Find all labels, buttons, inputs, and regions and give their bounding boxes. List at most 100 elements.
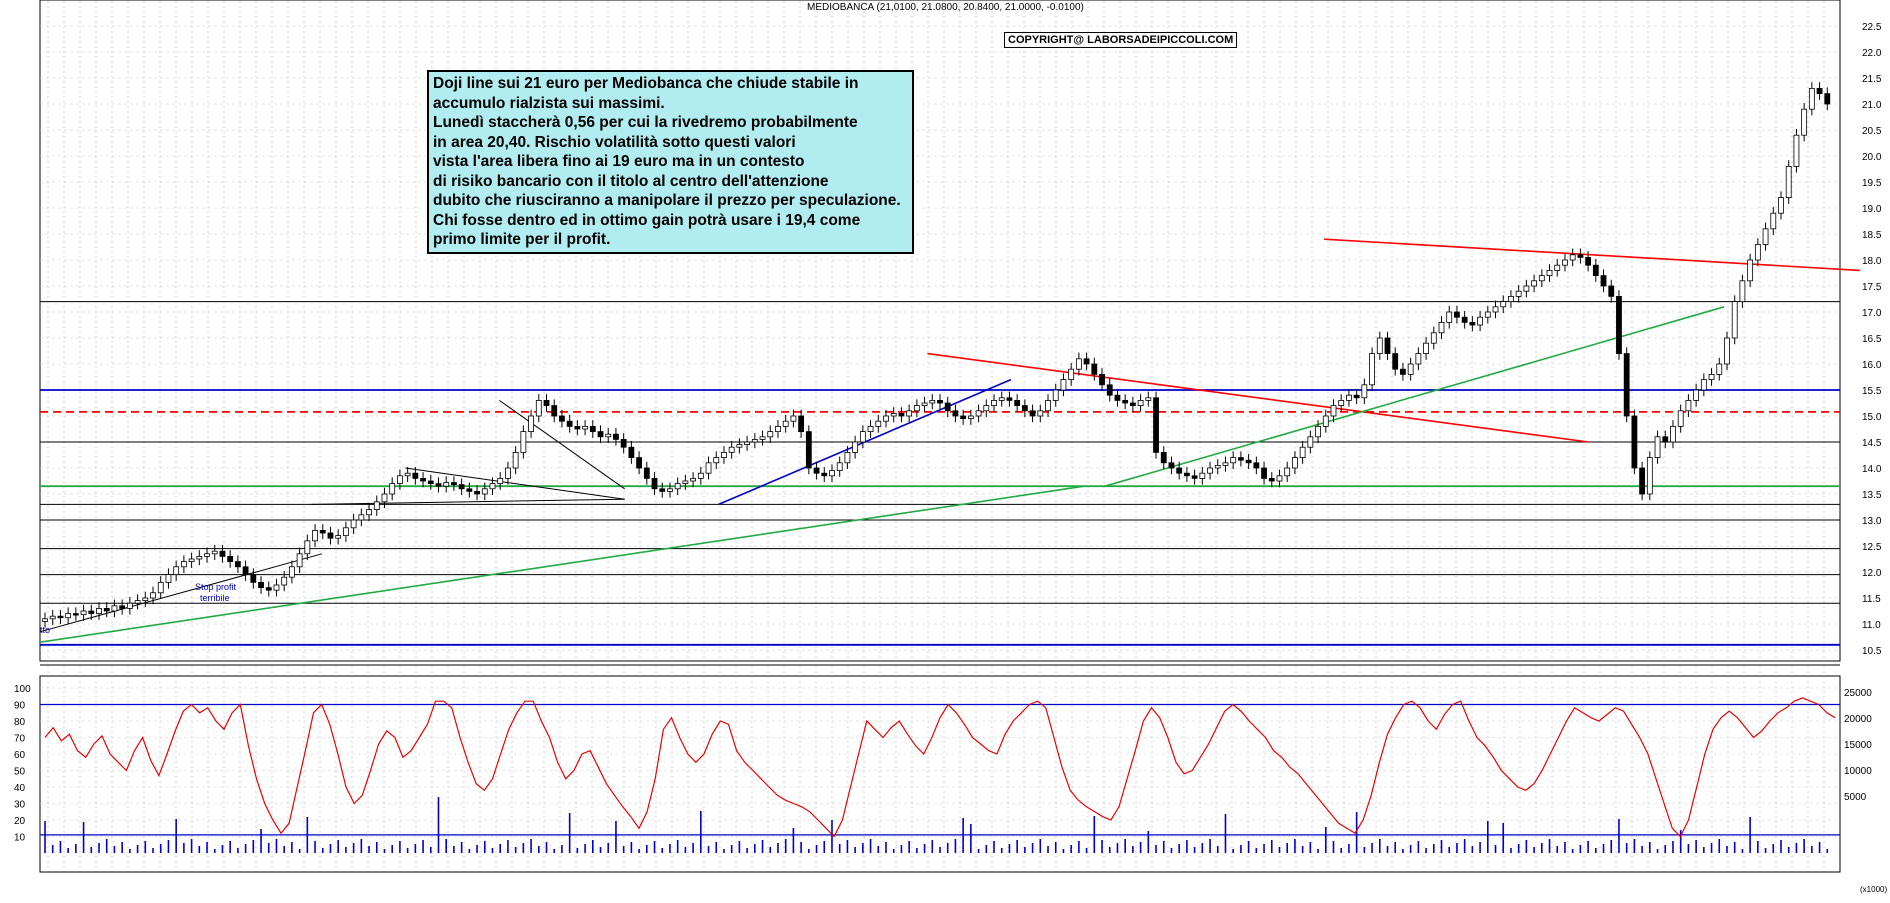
candle-body [489, 483, 496, 490]
candle-body [42, 618, 48, 622]
candle-body [1469, 321, 1476, 326]
candle-body [451, 482, 457, 486]
candle-body [967, 415, 974, 419]
candle-body [1176, 467, 1183, 474]
osc-tick-label: 70 [14, 734, 26, 745]
grid [39, 0, 1841, 873]
candle-body [204, 553, 210, 557]
candle-body [1407, 363, 1414, 375]
price-tick-label: 18.0 [1862, 256, 1882, 267]
trendline [405, 467, 625, 500]
candle-body [1631, 415, 1638, 469]
osc-tick-label: 60 [14, 750, 26, 761]
candle-body [1608, 285, 1615, 297]
candle-body [782, 420, 789, 427]
candle-body [798, 415, 805, 433]
candle-body [1415, 353, 1422, 365]
price-tick-label: 16.5 [1862, 334, 1882, 345]
candle-body [343, 527, 349, 536]
candle-body [1183, 472, 1190, 477]
candle-body [1531, 280, 1537, 287]
price-tick-label: 16.0 [1862, 360, 1882, 371]
candle-body [505, 467, 511, 479]
candle-body [1353, 394, 1360, 399]
candle-body [150, 592, 156, 599]
candle-body [1083, 358, 1090, 365]
candle-body [80, 610, 87, 616]
trendlines [39, 238, 1860, 643]
candle-body [1515, 290, 1522, 297]
candle-body [1569, 254, 1576, 261]
candle-body [859, 431, 866, 443]
candle-body [1338, 399, 1345, 406]
candle-body [1484, 311, 1491, 318]
annotation-line: vista l'area libera fino ai 19 euro ma i… [433, 153, 805, 170]
candle-body [1029, 410, 1036, 417]
candle-body [767, 431, 774, 438]
candle-body [373, 501, 380, 510]
candle-body [1801, 108, 1808, 136]
trendline [1324, 238, 1860, 272]
candle-body [234, 561, 241, 568]
candle-body [643, 467, 650, 479]
candle-body [288, 566, 295, 578]
candle-body [397, 475, 403, 484]
volume-tick-label: 20000 [1844, 714, 1872, 725]
candle-body [474, 490, 480, 495]
price-tick-label: 14.0 [1862, 464, 1882, 475]
price-tick-label: 20.5 [1862, 126, 1882, 137]
candle-body [1677, 410, 1684, 427]
trendline [1104, 306, 1725, 487]
candle-body [404, 472, 411, 477]
candle-body [1616, 295, 1622, 354]
candle-body [1045, 399, 1051, 412]
candle-body [1068, 368, 1075, 381]
candle-body [1785, 165, 1792, 198]
candle-body [1037, 410, 1044, 417]
candle-body [651, 477, 658, 490]
price-tick-label: 11.5 [1862, 594, 1881, 605]
candle-body [1168, 462, 1175, 469]
osc-tick-label: 20 [14, 816, 26, 827]
price-tick-label: 22.0 [1862, 48, 1882, 59]
candle-body [381, 493, 388, 503]
candle-body [327, 532, 334, 539]
candle-body [227, 556, 234, 563]
candle-body [836, 462, 843, 471]
candle-body [1662, 436, 1669, 443]
candle-body [913, 405, 920, 412]
candle-body [1060, 379, 1067, 391]
candle-body [335, 535, 342, 539]
chart-header: MEDIOBANCA (21,0100, 21.0800, 20.8400, 2… [807, 2, 1084, 13]
candle-body [883, 415, 889, 422]
candle-body [1600, 275, 1607, 287]
candle-body [1129, 402, 1136, 406]
price-tick-label: 19.5 [1862, 178, 1882, 189]
candle-body [1754, 243, 1761, 261]
candle-body [535, 399, 542, 417]
candle-body [705, 462, 712, 474]
candle-body [1369, 353, 1375, 386]
price-tick-label: 18.5 [1862, 230, 1882, 241]
candle-body [867, 425, 874, 432]
candle-body [921, 402, 928, 406]
price-tick-label: 11.0 [1862, 620, 1881, 631]
candle-body [589, 425, 596, 432]
candle-body [281, 576, 288, 586]
candle-body [420, 477, 426, 482]
candle-body [1099, 373, 1105, 386]
candle-body [1091, 363, 1098, 375]
copyright-banner: COPYRIGHT@ LABORSADEIPICCOLI.COM [1004, 32, 1238, 48]
candle-body [875, 420, 882, 427]
candle-body [721, 451, 727, 458]
candle-body [1670, 425, 1676, 443]
volume-bars [44, 797, 1829, 853]
candle-body [844, 451, 851, 464]
candle-body [1762, 228, 1769, 245]
candle-body [1330, 405, 1337, 417]
candle-body [258, 582, 264, 589]
volume-tick-label: 5000 [1844, 792, 1867, 803]
candle-body [1376, 337, 1383, 355]
candle-body [690, 477, 697, 482]
candle-body [543, 399, 550, 406]
